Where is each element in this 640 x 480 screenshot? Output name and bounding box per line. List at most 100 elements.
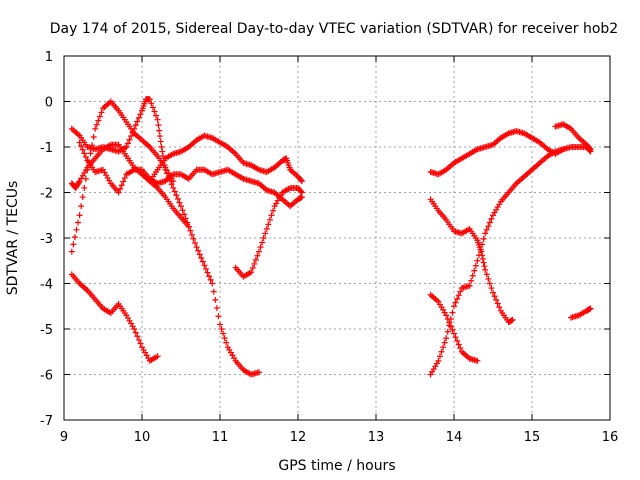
series-arc9 xyxy=(427,196,516,326)
x-tick-label: 14 xyxy=(446,430,463,445)
data-point xyxy=(199,258,206,265)
data-point xyxy=(480,259,487,266)
data-point xyxy=(254,252,261,259)
data-point xyxy=(560,146,567,153)
x-tick-label: 13 xyxy=(368,430,385,445)
data-point xyxy=(168,181,175,188)
grid xyxy=(64,56,610,420)
data-point xyxy=(154,353,161,360)
data-point xyxy=(223,339,230,346)
y-axis-label: SDTVAR / TECUs xyxy=(5,181,21,296)
series-arc12 xyxy=(552,121,594,153)
data-point xyxy=(201,262,208,269)
data-point xyxy=(494,300,501,307)
data-point xyxy=(137,340,144,347)
data-point xyxy=(298,178,305,185)
data-point xyxy=(270,207,277,214)
data-point xyxy=(179,207,186,214)
data-point xyxy=(586,145,593,152)
data-point xyxy=(192,240,199,247)
data-point xyxy=(96,113,103,120)
data-point xyxy=(265,221,272,228)
data-point xyxy=(128,133,135,140)
series-arc7 xyxy=(232,184,305,280)
y-tick-label: 0 xyxy=(45,96,53,111)
data-point xyxy=(481,263,488,270)
data-point xyxy=(466,282,473,289)
x-tick-label: 10 xyxy=(134,430,151,445)
data-point xyxy=(457,345,464,352)
series-arc4 xyxy=(76,139,305,210)
data-point xyxy=(182,215,189,222)
data-point xyxy=(118,182,125,189)
y-tick-label: -5 xyxy=(40,323,53,338)
data-point xyxy=(171,188,178,195)
y-tick-label: -2 xyxy=(40,187,53,202)
data-point xyxy=(131,326,138,332)
data-point xyxy=(156,133,163,140)
data-point xyxy=(490,289,496,296)
data-point xyxy=(124,140,131,147)
data-point xyxy=(259,239,266,246)
data-point xyxy=(455,292,462,299)
data-point xyxy=(298,177,305,184)
y-tick-label: -3 xyxy=(40,232,53,247)
data-point xyxy=(263,225,270,232)
data-point xyxy=(71,234,78,241)
data-point xyxy=(131,125,138,132)
data-point xyxy=(123,144,130,150)
data-point xyxy=(455,341,462,348)
data-point xyxy=(452,299,459,306)
data-point xyxy=(256,248,262,255)
data-point xyxy=(436,353,443,360)
data-point xyxy=(446,319,453,326)
data-point xyxy=(482,266,489,273)
data-point xyxy=(485,223,492,230)
data-point xyxy=(262,230,269,237)
data-points xyxy=(68,96,594,378)
data-point xyxy=(488,285,495,292)
x-tick-label: 11 xyxy=(212,430,229,445)
data-point xyxy=(75,179,82,186)
data-point xyxy=(162,166,169,173)
data-point xyxy=(190,235,197,242)
data-point xyxy=(153,112,160,119)
data-point xyxy=(266,216,273,223)
data-point xyxy=(457,288,464,295)
data-point xyxy=(480,235,487,242)
data-point xyxy=(485,275,492,282)
data-point xyxy=(195,247,202,254)
data-point xyxy=(163,170,170,177)
data-point xyxy=(202,265,209,272)
data-point xyxy=(248,269,255,276)
data-point xyxy=(438,348,445,355)
data-point xyxy=(135,336,142,343)
data-point xyxy=(479,255,486,262)
series-arc8 xyxy=(427,128,594,178)
data-point xyxy=(454,295,461,302)
x-tick-label: 12 xyxy=(290,430,307,445)
data-point xyxy=(193,244,200,251)
data-point xyxy=(68,248,75,255)
data-point xyxy=(93,121,100,128)
data-point xyxy=(493,296,500,303)
data-point xyxy=(126,136,133,143)
data-point xyxy=(444,315,451,322)
data-point xyxy=(483,226,490,233)
data-point xyxy=(435,357,442,364)
data-point xyxy=(188,231,195,238)
data-point xyxy=(115,189,122,196)
data-point xyxy=(256,369,262,376)
data-point xyxy=(207,276,214,283)
data-point xyxy=(132,329,139,336)
data-point xyxy=(76,139,83,146)
data-point xyxy=(471,267,478,274)
data-point xyxy=(469,272,476,279)
data-point xyxy=(474,257,481,264)
axis-ticks: 9 10 11 12 13 14 15 16 -7 -6 -5 -4 -3 -2 -1 0 1 xyxy=(40,50,618,445)
data-point xyxy=(298,188,305,195)
data-point xyxy=(137,111,144,118)
data-point xyxy=(472,262,479,269)
series-arc3 xyxy=(68,96,262,378)
